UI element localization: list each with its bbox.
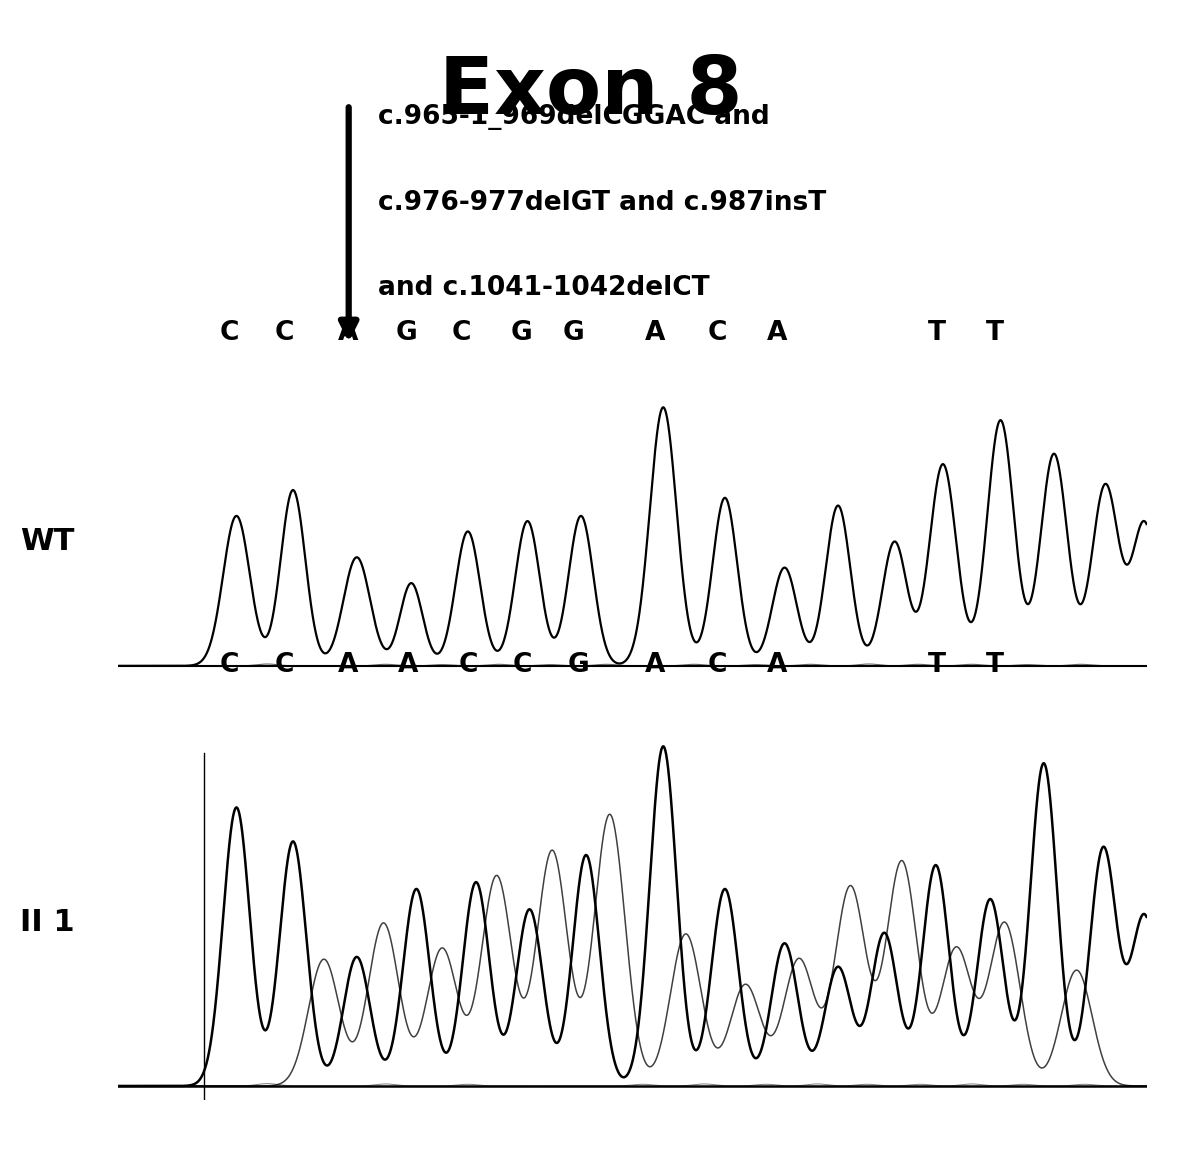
Text: II 1: II 1 [20,908,74,937]
Text: WT: WT [20,527,74,556]
Text: C: C [452,320,472,347]
Text: G: G [563,320,585,347]
Text: A: A [645,652,665,679]
Text: A: A [767,320,787,347]
Text: A: A [398,652,418,679]
Text: C: C [708,320,727,347]
Text: A: A [338,652,358,679]
Text: T: T [928,652,946,679]
Text: C: C [708,652,727,679]
Text: T: T [986,652,1005,679]
Text: C: C [220,652,239,679]
Text: A: A [767,652,787,679]
Text: and c.1041-1042delCT: and c.1041-1042delCT [378,275,710,301]
Text: Exon 8: Exon 8 [440,53,742,131]
Text: T: T [928,320,946,347]
Text: C: C [275,652,294,679]
Text: G: G [395,320,417,347]
Text: C: C [513,652,532,679]
Text: C: C [275,320,294,347]
Text: C: C [459,652,478,679]
Text: c.965-1_969delCGGAC and: c.965-1_969delCGGAC and [378,105,769,131]
Text: G: G [511,320,532,347]
Text: T: T [986,320,1005,347]
Text: G: G [569,652,590,679]
Text: C: C [220,320,239,347]
Text: A: A [338,320,358,347]
Text: A: A [645,320,665,347]
Text: c.976-977delGT and c.987insT: c.976-977delGT and c.987insT [378,189,826,216]
